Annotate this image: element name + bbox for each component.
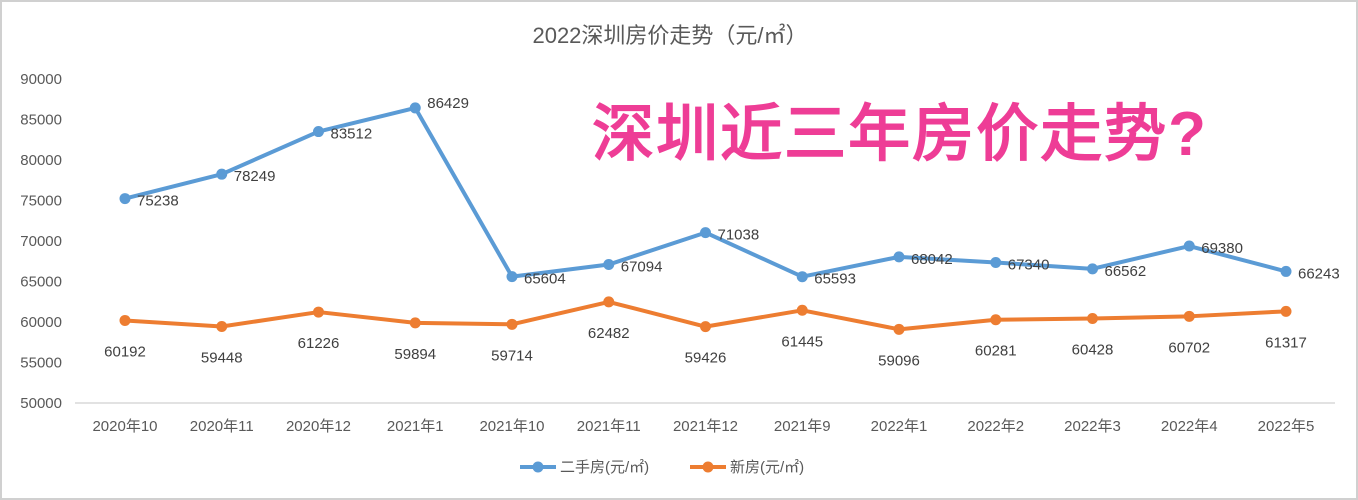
data-point xyxy=(409,317,421,329)
data-label: 66243 xyxy=(1298,265,1340,282)
y-tick-label: 60000 xyxy=(20,314,62,331)
data-label: 59714 xyxy=(491,347,533,364)
legend-marker-icon xyxy=(702,461,714,473)
data-label: 65593 xyxy=(814,271,856,288)
y-tick-label: 65000 xyxy=(20,274,62,291)
data-point xyxy=(893,251,905,263)
x-tick-label: 2021年10 xyxy=(479,418,544,435)
x-tick-label: 2021年9 xyxy=(774,418,831,435)
data-point xyxy=(313,126,324,138)
y-tick-label: 90000 xyxy=(20,71,62,88)
data-label: 65604 xyxy=(524,271,566,288)
data-point xyxy=(796,271,808,283)
data-point xyxy=(409,102,421,114)
data-label: 61226 xyxy=(298,335,340,352)
data-point xyxy=(603,259,615,271)
data-point xyxy=(216,168,228,180)
data-label: 59894 xyxy=(394,346,436,363)
data-point xyxy=(119,314,131,326)
data-point xyxy=(990,314,1002,326)
data-label: 71038 xyxy=(718,227,760,244)
x-tick-label: 2022年1 xyxy=(871,418,928,435)
y-tick-label: 85000 xyxy=(20,112,62,129)
y-tick-label: 55000 xyxy=(20,355,62,372)
data-point xyxy=(990,257,1002,269)
data-label: 83512 xyxy=(331,126,373,143)
overlay-headline: 深圳近三年房价走势? xyxy=(592,100,1208,169)
data-label: 75238 xyxy=(137,193,179,210)
data-label: 61317 xyxy=(1265,334,1307,351)
x-tick-label: 2022年2 xyxy=(967,418,1024,435)
chart-title: 2022深圳房价走势（元/㎡） xyxy=(532,23,807,48)
x-tick-label: 2022年3 xyxy=(1064,418,1121,435)
y-tick-label: 75000 xyxy=(20,193,62,210)
data-point xyxy=(893,323,905,335)
legend-marker-icon xyxy=(532,461,544,473)
x-tick-label: 2022年5 xyxy=(1258,418,1315,435)
x-tick-label: 2020年10 xyxy=(92,418,157,435)
data-label: 62482 xyxy=(588,325,630,342)
data-point xyxy=(603,296,615,308)
data-point xyxy=(700,321,711,333)
data-point xyxy=(1280,305,1292,317)
data-point xyxy=(796,304,808,316)
data-label: 67094 xyxy=(621,259,663,276)
data-label: 78249 xyxy=(234,168,276,185)
data-point xyxy=(1183,240,1195,252)
data-label: 59096 xyxy=(878,352,920,369)
data-label: 67340 xyxy=(1008,257,1050,274)
data-label: 66562 xyxy=(1105,263,1147,280)
x-tick-label: 2020年11 xyxy=(190,418,254,435)
data-label: 60428 xyxy=(1072,342,1114,359)
data-label: 60281 xyxy=(975,343,1017,360)
data-point xyxy=(313,306,324,318)
data-label: 59448 xyxy=(201,349,243,366)
data-label: 86429 xyxy=(427,95,469,112)
data-point xyxy=(1183,310,1195,322)
data-label: 61445 xyxy=(781,333,823,350)
data-point xyxy=(506,318,518,330)
data-point xyxy=(1280,265,1292,277)
data-point xyxy=(216,320,228,332)
y-tick-label: 70000 xyxy=(20,233,62,250)
data-point xyxy=(506,271,518,283)
legend-label: 二手房(元/㎡) xyxy=(560,459,649,476)
data-label: 60192 xyxy=(104,343,146,360)
data-point xyxy=(119,193,131,205)
data-point xyxy=(700,227,711,239)
data-label: 69380 xyxy=(1201,240,1243,257)
legend-label: 新房(元/㎡) xyxy=(730,459,804,476)
data-point xyxy=(1087,263,1098,275)
data-label: 60702 xyxy=(1168,339,1210,356)
data-label: 59426 xyxy=(685,350,727,367)
x-tick-label: 2020年12 xyxy=(286,418,351,435)
x-tick-label: 2021年11 xyxy=(577,418,641,435)
x-tick-label: 2021年12 xyxy=(673,418,738,435)
x-tick-label: 2021年1 xyxy=(387,418,444,435)
y-tick-label: 50000 xyxy=(20,395,62,412)
data-label: 68042 xyxy=(911,251,953,268)
data-point xyxy=(1087,313,1098,325)
y-tick-label: 80000 xyxy=(20,152,62,169)
x-tick-label: 2022年4 xyxy=(1161,418,1218,435)
